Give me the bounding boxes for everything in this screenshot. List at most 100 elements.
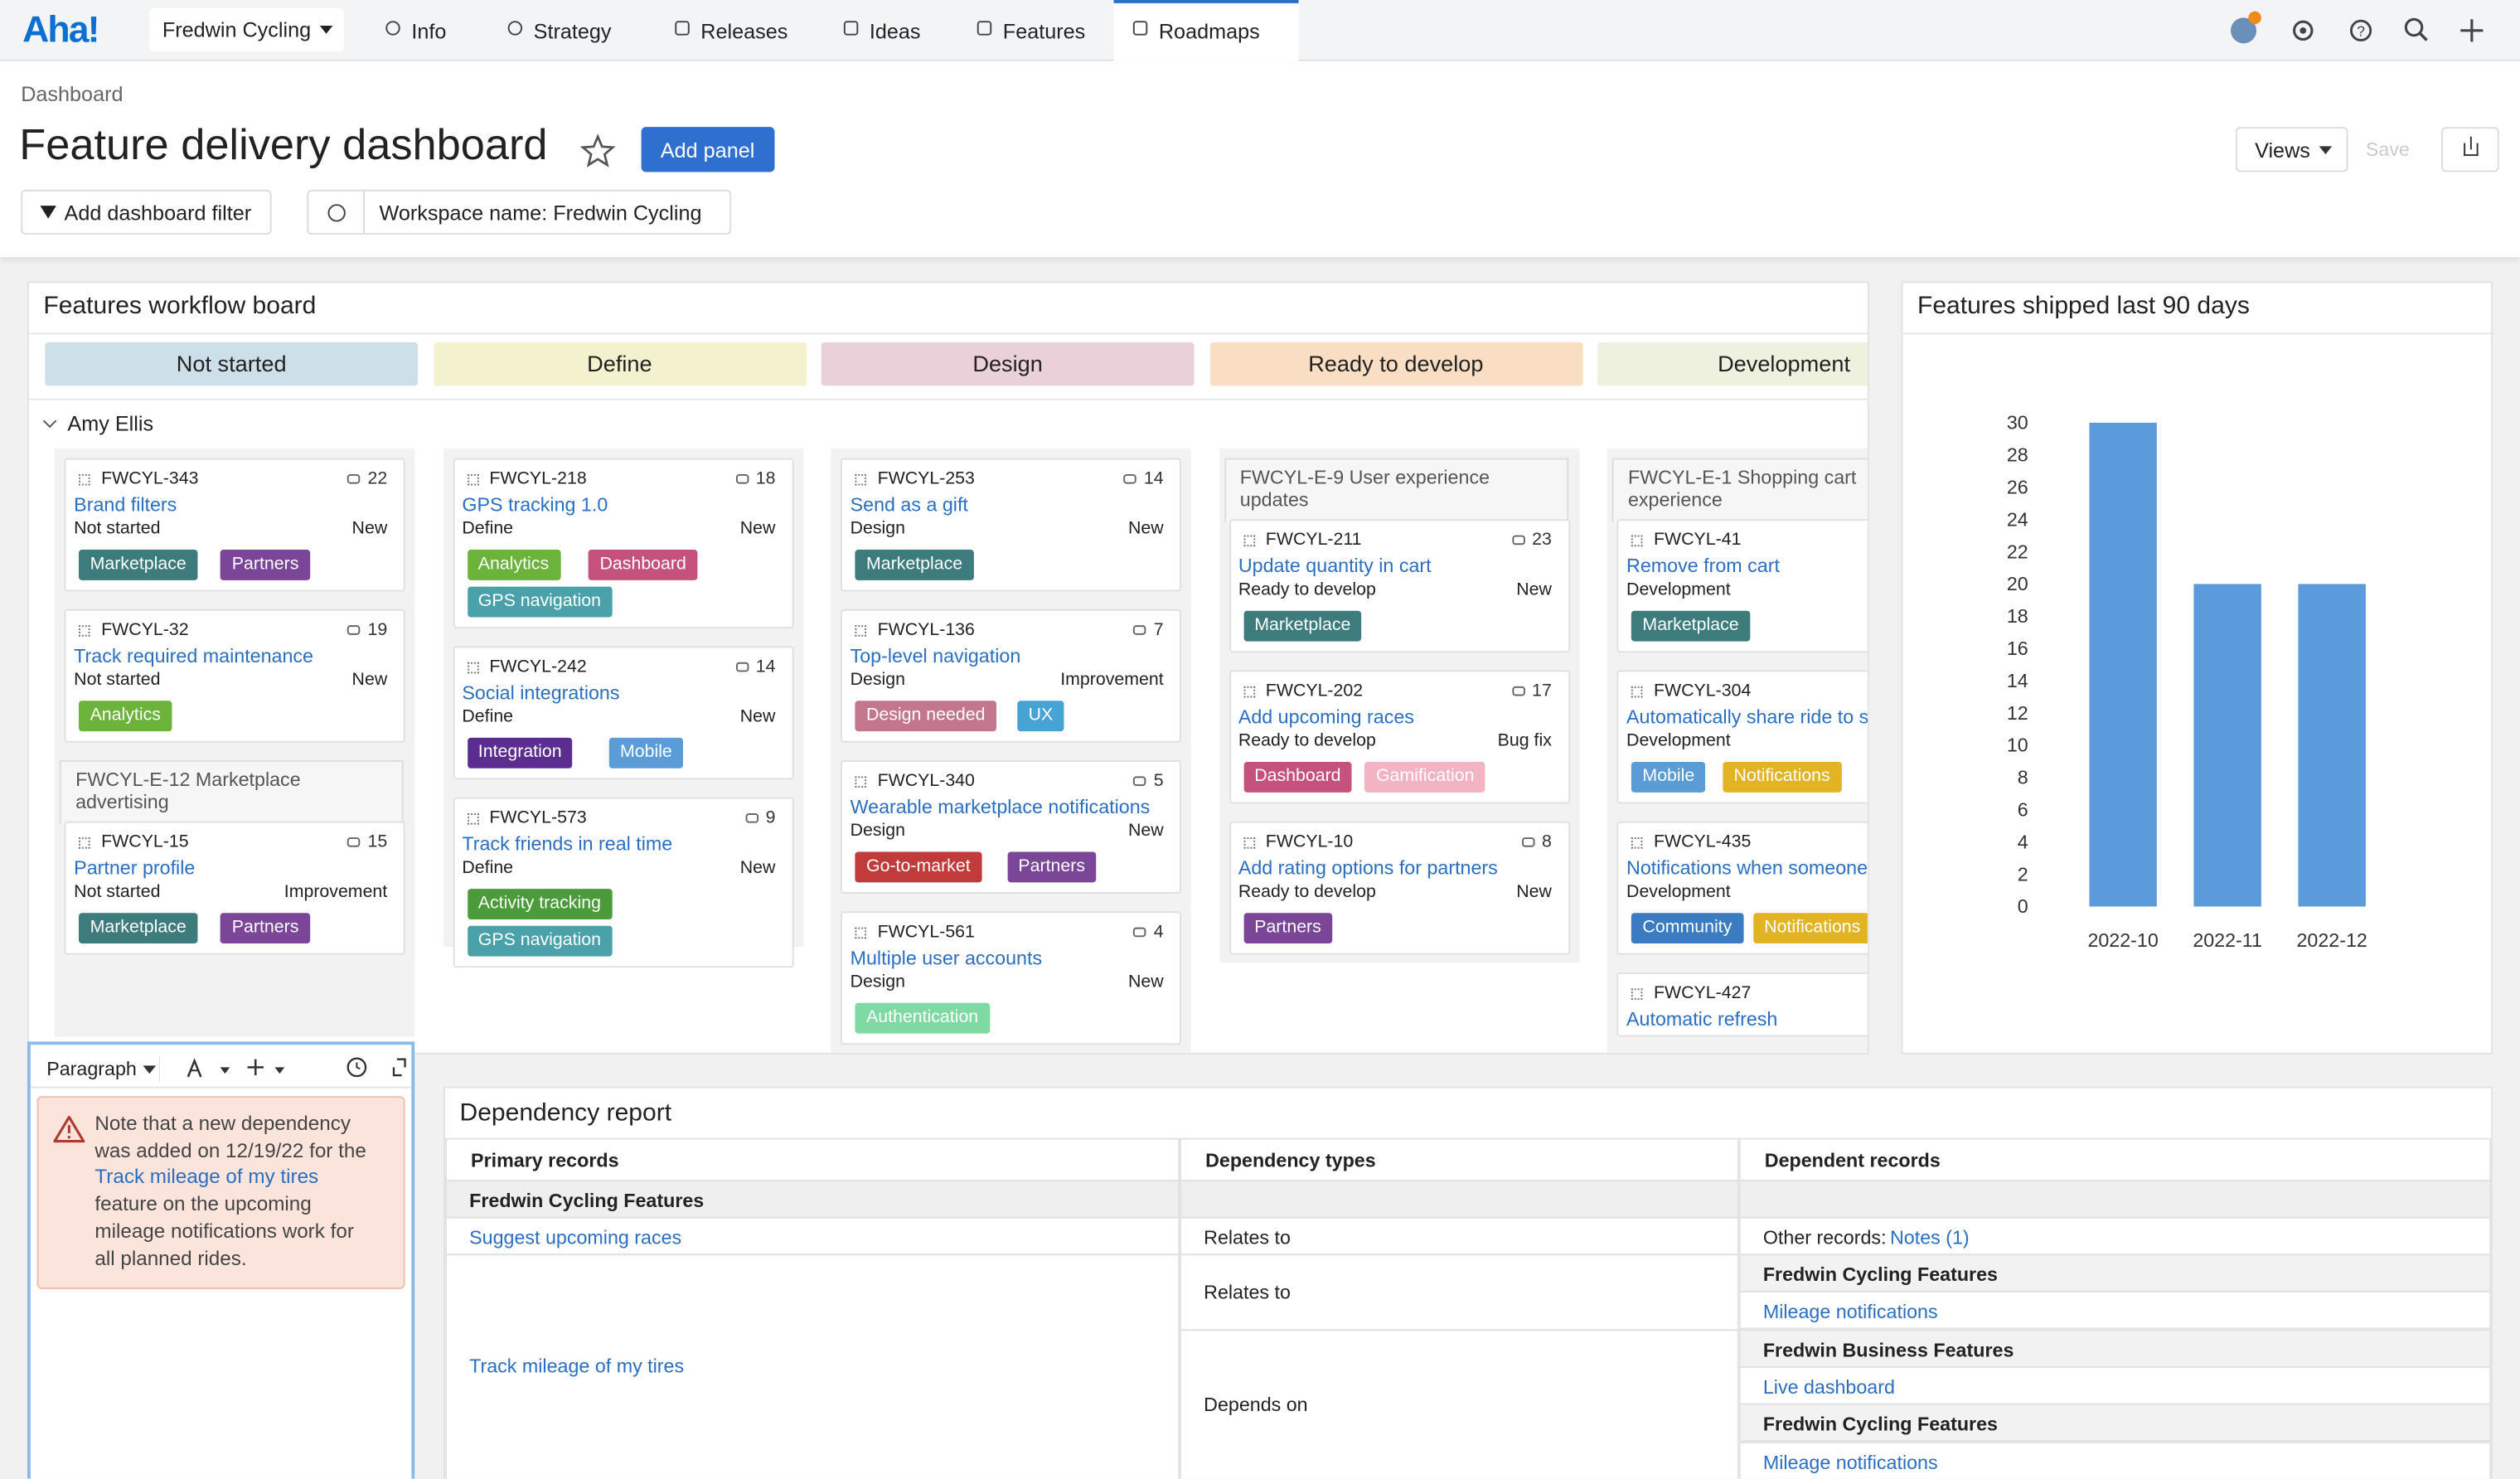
- feature-card[interactable]: FWCYL-32 19 Track required maintenance Not …: [64, 609, 405, 743]
- tab-icon: [976, 21, 992, 36]
- card-id: FWCYL-304: [1654, 681, 1752, 701]
- record-link[interactable]: Live dashboard: [1762, 1375, 1895, 1399]
- card-name[interactable]: Add rating options for partners: [1238, 856, 1498, 880]
- card-name[interactable]: Send as a gift: [850, 493, 968, 516]
- add-panel-button[interactable]: Add panel: [641, 127, 775, 172]
- card-name[interactable]: Social integrations: [462, 681, 620, 705]
- card-name[interactable]: Add upcoming races: [1238, 706, 1414, 729]
- card-name[interactable]: Automatic refresh: [1626, 1007, 1778, 1030]
- add-filter-button[interactable]: Add dashboard filter: [21, 189, 272, 235]
- group-label: Fredwin Business Features: [1762, 1338, 2014, 1361]
- card-name[interactable]: Notifications when someone: [1626, 856, 1868, 880]
- tab-label: Info: [411, 19, 447, 44]
- toolbar-format[interactable]: Paragraph: [46, 1057, 137, 1080]
- drag-handle: [855, 473, 867, 486]
- views-button[interactable]: Views: [2235, 127, 2348, 172]
- primary-link[interactable]: Suggest upcoming races: [469, 1226, 682, 1249]
- nav-tab[interactable]: Releases: [656, 0, 820, 61]
- group-cell: Fredwin Business Features: [1738, 1328, 2492, 1368]
- card-name[interactable]: Partner profile: [74, 856, 196, 880]
- button-label: Add dashboard filter: [64, 201, 252, 225]
- panel-title: Dependency report: [459, 1099, 672, 1127]
- record-link[interactable]: Mileage notifications: [1762, 1450, 1938, 1473]
- logo[interactable]: Aha!: [22, 7, 99, 51]
- feature-card[interactable]: FWCYL-253 14 Send as a gift Design New Market…: [840, 458, 1182, 592]
- save-button[interactable]: Save: [2365, 138, 2410, 161]
- feature-card[interactable]: FWCYL-136 7 Top-level navigation Design Impr…: [840, 609, 1182, 743]
- epic-group: FWCYL-E-1 Shopping cart experience: [1611, 458, 1868, 523]
- card-name[interactable]: Top-level navigation: [850, 644, 1021, 667]
- card-name[interactable]: Track friends in real time: [462, 832, 673, 856]
- y-tick-label: 24: [2007, 508, 2028, 530]
- card-status: Define: [462, 858, 514, 878]
- card-type: New: [1516, 579, 1552, 600]
- tag: Partners: [1006, 851, 1097, 883]
- card-name[interactable]: Update quantity in cart: [1238, 554, 1432, 578]
- card-status: Not started: [74, 670, 161, 690]
- card-status: Development: [1626, 579, 1731, 600]
- clear-filter[interactable]: [307, 189, 366, 235]
- nav-tab[interactable]: Ideas: [825, 0, 938, 61]
- nav-tab[interactable]: Strategy: [488, 0, 649, 61]
- group-cell: Fredwin Cycling Features: [1738, 1403, 2492, 1443]
- y-tick-label: 20: [2007, 573, 2028, 594]
- card-id: FWCYL-561: [877, 922, 975, 943]
- feature-card[interactable]: FWCYL-211 23 Update quantity in cart Ready …: [1228, 519, 1570, 653]
- tab-icon: [385, 21, 400, 36]
- card-type: New: [1127, 821, 1164, 841]
- comment-count: 14: [755, 657, 776, 677]
- tab-icon: [843, 21, 859, 36]
- card-name[interactable]: Multiple user accounts: [850, 946, 1043, 970]
- column-header: Ready to develop: [1209, 342, 1582, 386]
- type-cell: Relates to: [1180, 1216, 1739, 1256]
- feature-card[interactable]: FWCYL-218 18 GPS tracking 1.0 Define New Anal…: [452, 458, 793, 629]
- nav-tab[interactable]: Roadmaps: [1113, 0, 1299, 61]
- card-name[interactable]: Automatically share ride to social netwo…: [1626, 706, 1869, 729]
- card-id: FWCYL-15: [101, 832, 189, 852]
- note-link[interactable]: Track mileage of my tires: [94, 1166, 319, 1189]
- primary-link[interactable]: Track mileage of my tires: [469, 1355, 685, 1378]
- card-name[interactable]: Brand filters: [74, 493, 177, 516]
- comment-count: 19: [367, 620, 388, 640]
- group-label: Fredwin Cycling Features: [1762, 1413, 1998, 1436]
- record-link[interactable]: Mileage notifications: [1762, 1301, 1938, 1324]
- card-id: FWCYL-32: [101, 620, 189, 640]
- drag-handle: [467, 813, 478, 825]
- feature-card[interactable]: FWCYL-561 4 Multiple user accounts Design Ne…: [840, 911, 1182, 1045]
- favorite-star[interactable]: [579, 133, 616, 169]
- card-name[interactable]: Track required maintenance: [74, 644, 314, 667]
- y-tick-label: 18: [2007, 605, 2028, 627]
- feature-card[interactable]: FWCYL-15 15 Partner profile Not started Impr…: [64, 821, 405, 955]
- tag: Notifications: [1752, 913, 1868, 944]
- tag: Analytics: [467, 550, 560, 580]
- feature-card[interactable]: FWCYL-10 8 Add rating options for partners…: [1228, 821, 1570, 955]
- top-nav: Aha! Fredwin Cycling Info Strategy Releases I…: [0, 0, 2520, 61]
- record-cell: Live dashboard: [1738, 1365, 2492, 1405]
- nav-tab[interactable]: Info: [366, 0, 469, 61]
- card-id: FWCYL-202: [1265, 681, 1364, 701]
- feature-card[interactable]: FWCYL-435 Notifications when someone Devel…: [1616, 821, 1868, 955]
- drag-handle: [855, 927, 867, 939]
- feature-card[interactable]: FWCYL-41 Remove from cart Development Marke…: [1616, 519, 1868, 653]
- feature-card[interactable]: FWCYL-202 17 Add upcoming races Ready to de…: [1228, 670, 1570, 804]
- tab-label: Strategy: [533, 19, 612, 44]
- share-button[interactable]: [2441, 127, 2499, 172]
- feature-card[interactable]: FWCYL-304 Automatically share ride to soc…: [1616, 670, 1869, 804]
- workspace-select[interactable]: Fredwin Cycling: [149, 7, 344, 52]
- card-name[interactable]: Wearable marketplace notifications: [850, 795, 1151, 818]
- card-name[interactable]: Remove from cart: [1626, 554, 1780, 578]
- toolbar-icons[interactable]: [158, 1053, 416, 1085]
- nav-tab[interactable]: Features: [958, 0, 1109, 61]
- feature-card[interactable]: FWCYL-573 9 Track friends in real time Defi…: [452, 797, 793, 968]
- feature-card[interactable]: FWCYL-427 Automatic refresh: [1616, 972, 1868, 1037]
- note-text: feature on the upcoming: [94, 1192, 312, 1215]
- epic-group: FWCYL-E-9 User experience updates: [1224, 458, 1568, 523]
- feature-card[interactable]: FWCYL-242 14 Social integrations Define New I…: [452, 646, 793, 780]
- feature-card[interactable]: FWCYL-343 22 Brand filters Not started New Ma…: [64, 458, 405, 592]
- other-link[interactable]: Notes (1): [1890, 1226, 1970, 1249]
- bar: [2193, 584, 2261, 907]
- filter-select[interactable]: Workspace name: Fredwin Cycling: [363, 189, 732, 235]
- feature-card[interactable]: FWCYL-340 5 Wearable marketplace notificat…: [840, 760, 1182, 894]
- drag-handle: [1243, 686, 1255, 698]
- card-name[interactable]: GPS tracking 1.0: [462, 493, 608, 516]
